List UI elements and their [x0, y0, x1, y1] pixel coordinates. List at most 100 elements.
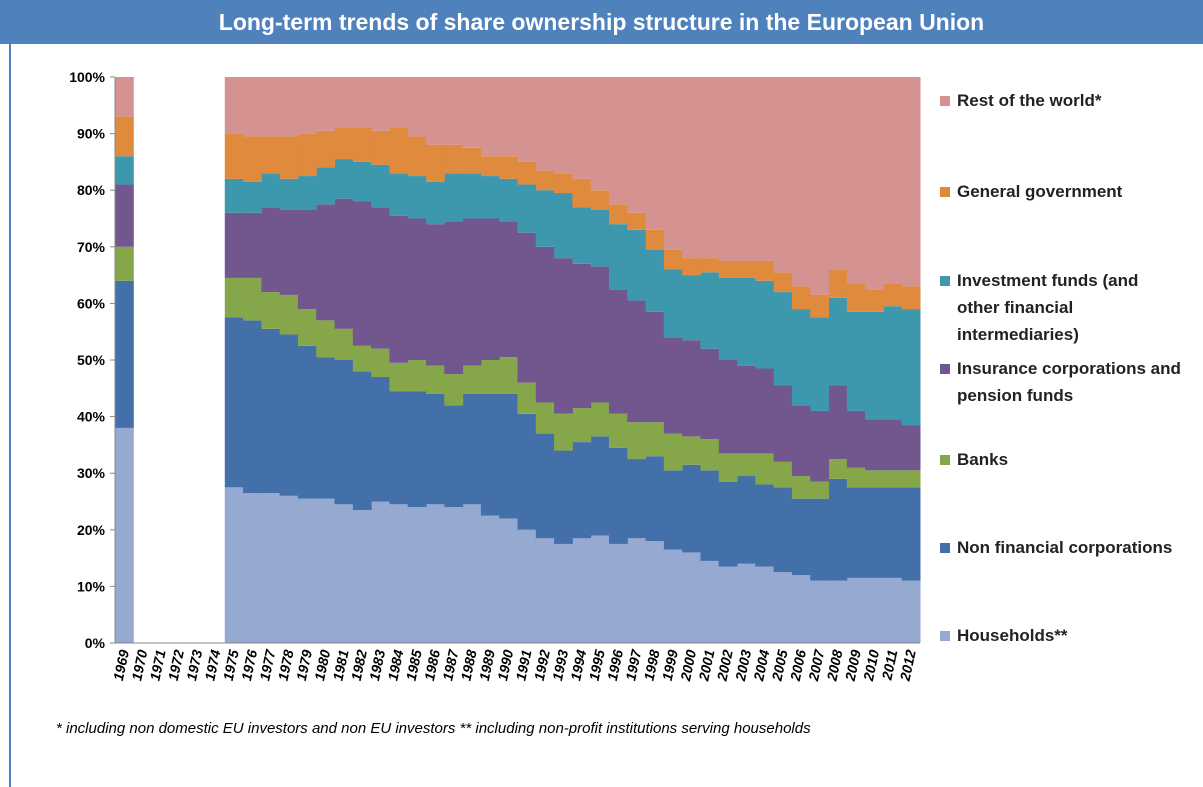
area-step [700, 258, 720, 273]
area-step [297, 176, 317, 211]
area-step [627, 229, 647, 301]
area-step [279, 77, 299, 137]
area-step [352, 77, 372, 128]
area-step [663, 470, 683, 550]
area-step [389, 391, 409, 505]
x-tick-label: 1983 [366, 648, 388, 682]
area-step [499, 221, 518, 358]
legend-label: Investment funds (and other financial in… [957, 271, 1139, 344]
area-step [371, 348, 390, 377]
area-step [773, 272, 793, 293]
area-step [737, 453, 756, 477]
area-step [773, 572, 793, 643]
area-step [773, 385, 793, 462]
area-step [737, 77, 756, 261]
x-tick-label: 1982 [348, 648, 370, 682]
area-step [663, 77, 683, 250]
x-tick-label: 2012 [896, 648, 918, 683]
area-step [700, 77, 720, 259]
area-step [261, 173, 281, 208]
area-step [645, 77, 665, 230]
area-step [535, 77, 555, 171]
area-step [316, 320, 336, 358]
x-tick-label: 2007 [805, 647, 828, 683]
area-step [480, 156, 500, 177]
area-step [371, 207, 390, 349]
area-step [554, 413, 573, 451]
area-step [334, 360, 354, 505]
area-step [773, 77, 793, 273]
area-step [865, 289, 884, 312]
area-step [389, 173, 409, 216]
x-tick-label: 1989 [476, 648, 498, 682]
area-step [535, 170, 555, 191]
x-tick-label: 2001 [695, 648, 717, 683]
area-step [682, 340, 701, 437]
x-tick-label: 1993 [549, 648, 571, 682]
area-step [444, 507, 464, 643]
area-step [261, 292, 281, 329]
x-tick-label: 1998 [641, 648, 663, 682]
x-tick-label: 1975 [220, 648, 242, 682]
area-step [462, 173, 482, 219]
area-step [828, 459, 848, 479]
legend-label: Banks [957, 450, 1009, 469]
area-step [462, 147, 482, 174]
area-step [316, 498, 336, 643]
x-tick-label: 1972 [165, 648, 187, 682]
area-step [316, 130, 336, 168]
area-step [718, 481, 738, 567]
area-step [444, 144, 464, 174]
area-step [554, 173, 573, 194]
area-step [334, 127, 354, 160]
area-step [755, 453, 775, 485]
area-step [828, 580, 848, 643]
area-step [773, 461, 793, 488]
area-step [572, 207, 592, 264]
area-step [297, 498, 317, 643]
area-step [846, 311, 866, 411]
x-tick-label: 1981 [329, 648, 351, 682]
area-step [883, 283, 903, 307]
area-step [352, 201, 372, 346]
x-tick-label: 2000 [677, 648, 699, 683]
x-tick-label: 1995 [586, 648, 608, 682]
area-step [371, 501, 390, 643]
area-step [810, 498, 830, 581]
area-step [224, 487, 244, 643]
y-tick-label: 20% [77, 522, 106, 538]
area-step [846, 283, 866, 312]
area-step [224, 277, 244, 318]
area-step [499, 393, 518, 519]
area-step [682, 552, 701, 643]
area-step [810, 77, 830, 295]
area-step [810, 481, 830, 499]
area-step [773, 487, 793, 573]
area-step [480, 176, 500, 219]
area-step [682, 275, 701, 341]
area-step [755, 280, 775, 369]
x-tick-label: 2002 [713, 648, 735, 683]
area-step [426, 224, 445, 366]
area-step [554, 450, 573, 544]
area-step [297, 345, 317, 499]
area-step [517, 184, 537, 233]
area-step [846, 487, 866, 578]
area-step [261, 328, 281, 494]
area-step [352, 127, 372, 162]
x-tick-label: 2004 [750, 648, 772, 683]
area-step [334, 77, 354, 128]
x-tick-label: 1976 [238, 648, 260, 682]
area-step [810, 410, 830, 482]
area-step [407, 176, 427, 219]
area-step [407, 136, 427, 177]
area-step [682, 436, 701, 465]
area-step [791, 498, 811, 576]
area-step [791, 575, 811, 643]
area-step [535, 538, 555, 643]
area-step [371, 376, 390, 502]
area-step [828, 269, 848, 298]
area-step [608, 543, 628, 643]
area-step [279, 210, 299, 295]
area-step [865, 77, 884, 290]
